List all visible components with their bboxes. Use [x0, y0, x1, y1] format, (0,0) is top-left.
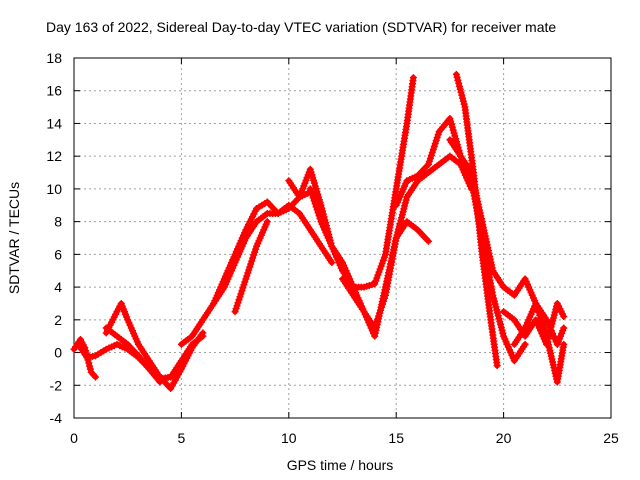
- y-tick-label: 14: [46, 115, 62, 131]
- data-point-marker: [521, 340, 529, 348]
- series-track-3: [102, 299, 207, 393]
- series-track-16: [510, 299, 568, 386]
- data-point-marker: [199, 329, 207, 337]
- y-tick-label: 12: [46, 148, 62, 164]
- x-tick-label: 5: [178, 430, 186, 446]
- chart-title: Day 163 of 2022, Sidereal Day-to-day VTE…: [46, 19, 556, 35]
- x-axis-label: GPS time / hours: [287, 457, 394, 473]
- x-tick-label: 25: [603, 430, 619, 446]
- data-point-marker: [86, 365, 94, 373]
- y-tick-label: 4: [54, 279, 62, 295]
- data-point-marker: [560, 324, 568, 332]
- plot-frame: [73, 57, 612, 419]
- y-tick-label: -4: [50, 410, 63, 426]
- series-track-7: [231, 218, 271, 316]
- data-point-marker: [560, 340, 568, 348]
- y-tick-label: -2: [50, 377, 63, 393]
- y-tick-label: 18: [46, 50, 62, 66]
- series-track-6: [210, 201, 336, 307]
- x-tick-label: 15: [388, 430, 404, 446]
- x-tick-label: 10: [281, 430, 297, 446]
- x-tick-label: 0: [70, 430, 78, 446]
- data-point-marker: [263, 218, 271, 226]
- x-tick-labels: 0 5 10 15 20 25: [70, 430, 619, 446]
- y-tick-label: 8: [54, 214, 62, 230]
- y-tick-label: 10: [46, 181, 62, 197]
- data-point-marker: [328, 259, 336, 267]
- data-point-marker: [493, 362, 501, 370]
- y-tick-label: 6: [54, 246, 62, 262]
- series-track-14: [489, 267, 568, 348]
- data-point-marker: [424, 237, 432, 245]
- x-tick-label: 20: [496, 430, 512, 446]
- series-band: [307, 186, 432, 339]
- series-track-12: [446, 136, 529, 365]
- series-track-8: [285, 74, 417, 291]
- series-track-13: [452, 70, 501, 370]
- data-point-marker: [91, 373, 99, 381]
- series-markers: [70, 70, 568, 393]
- series-track-4: [102, 324, 164, 386]
- data-point-marker: [156, 378, 164, 386]
- y-tick-label: 0: [54, 345, 62, 361]
- data-point-marker: [86, 362, 94, 370]
- data-point-marker: [409, 74, 417, 82]
- y-axis-label: SDTVAR / TECUs: [6, 182, 22, 294]
- y-tick-label: 2: [54, 312, 62, 328]
- y-tick-label: 16: [46, 83, 62, 99]
- data-point-marker: [560, 313, 568, 321]
- series-track-5: [177, 188, 314, 348]
- data-point-marker: [85, 359, 93, 367]
- y-tick-labels: -4 -2 0 2 4 6 8 10 12 14 16 18: [46, 50, 62, 426]
- axis-ticks: [73, 57, 612, 419]
